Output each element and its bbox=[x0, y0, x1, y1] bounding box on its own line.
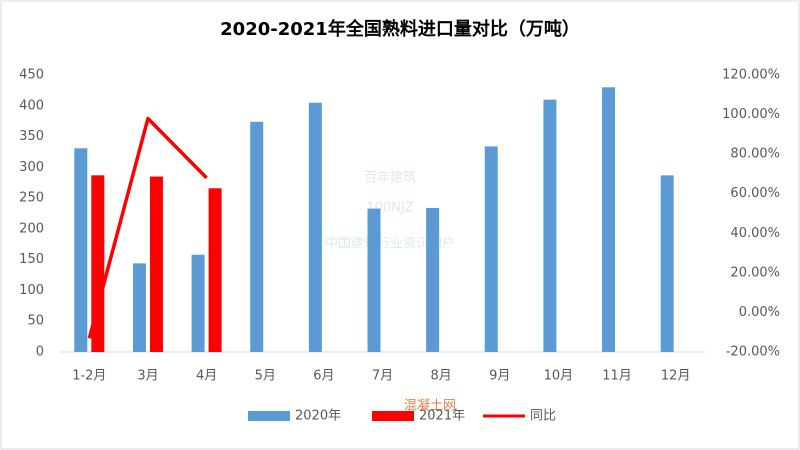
y-tick-label: 400 bbox=[19, 98, 44, 113]
y2-tick-label: 0.00% bbox=[739, 305, 780, 320]
y2-tick-label: 100.00% bbox=[722, 107, 780, 122]
x-tick-label: 1-2月 bbox=[72, 369, 106, 384]
bar bbox=[250, 121, 264, 352]
bar bbox=[367, 208, 381, 352]
bar bbox=[660, 175, 674, 352]
legend-label: 2021年 bbox=[419, 409, 465, 424]
x-tick-label: 6月 bbox=[313, 369, 334, 384]
x-tick-label: 5月 bbox=[255, 369, 276, 384]
y-tick-label: 350 bbox=[19, 129, 44, 144]
legend-swatch bbox=[372, 411, 414, 421]
bar bbox=[426, 207, 440, 352]
bar bbox=[543, 99, 557, 352]
bar bbox=[208, 188, 222, 352]
y-tick-label: 100 bbox=[19, 283, 44, 298]
x-tick-label: 10月 bbox=[544, 369, 574, 384]
y-tick-label: 450 bbox=[19, 68, 44, 83]
chart-title: 2020-2021年全国熟料进口量对比（万吨） bbox=[220, 18, 580, 40]
bar bbox=[91, 175, 105, 352]
x-tick-label: 7月 bbox=[372, 369, 393, 384]
y2-tick-label: 40.00% bbox=[730, 226, 780, 241]
legend-swatch bbox=[248, 411, 290, 421]
bar bbox=[74, 148, 88, 352]
x-tick-label: 3月 bbox=[137, 369, 158, 384]
legend-label: 2020年 bbox=[295, 409, 341, 424]
y2-tick-label: 120.00% bbox=[722, 68, 780, 83]
bar bbox=[132, 263, 146, 352]
y-tick-label: 0 bbox=[36, 345, 44, 360]
bar bbox=[602, 87, 616, 353]
y2-tick-label: -20.00% bbox=[726, 345, 780, 360]
y-tick-label: 150 bbox=[19, 252, 44, 267]
x-tick-label: 4月 bbox=[196, 369, 217, 384]
bar bbox=[149, 176, 163, 352]
watermark: 百年建筑 bbox=[364, 170, 416, 186]
watermark: 混凝土网 bbox=[404, 398, 456, 414]
x-tick-label: 8月 bbox=[430, 369, 451, 384]
x-tick-label: 9月 bbox=[489, 369, 510, 384]
y2-tick-label: 80.00% bbox=[730, 147, 780, 162]
x-tick-label: 11月 bbox=[602, 369, 632, 384]
bar bbox=[308, 102, 322, 352]
line bbox=[87, 116, 208, 339]
bar bbox=[191, 254, 205, 352]
y-tick-label: 200 bbox=[19, 221, 44, 236]
watermark: 中国建筑行业资讯门户 bbox=[325, 236, 455, 252]
y2-tick-label: 20.00% bbox=[730, 265, 780, 280]
y2-tick-label: 60.00% bbox=[730, 186, 780, 201]
bar bbox=[484, 146, 498, 352]
y-tick-label: 300 bbox=[19, 160, 44, 175]
y-tick-label: 50 bbox=[27, 314, 44, 329]
legend-label: 同比 bbox=[530, 409, 556, 424]
y-tick-label: 250 bbox=[19, 191, 44, 206]
x-tick-label: 12月 bbox=[661, 369, 691, 384]
